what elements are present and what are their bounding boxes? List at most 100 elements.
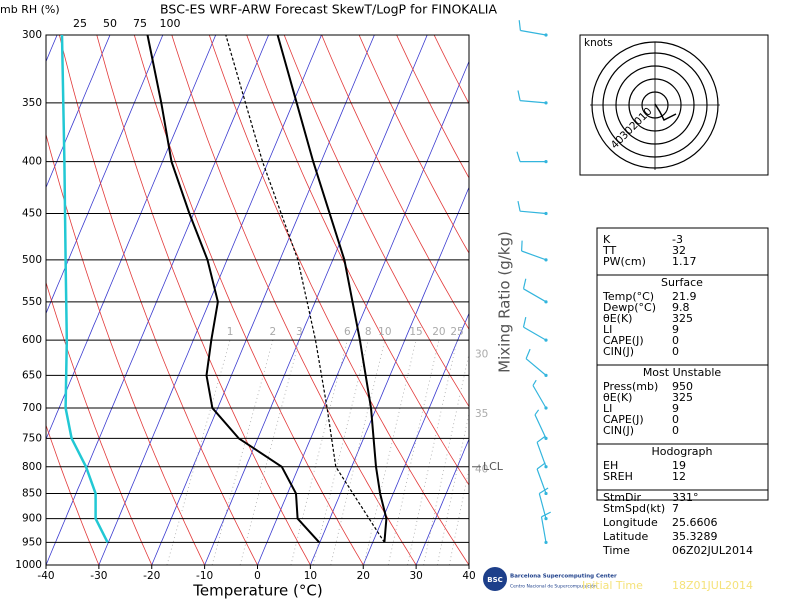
rh-tick-label: 100 [160, 17, 181, 30]
rh-tick-label: 50 [103, 17, 117, 30]
y-tick-label: 950 [22, 536, 42, 548]
dry-adiabat [46, 424, 100, 565]
stats-frame [596, 227, 769, 501]
info-label: Longitude [603, 516, 658, 529]
stats-label: SREH [603, 470, 633, 483]
bsc-logo: BSC Barcelona Supercomputing Center Cent… [483, 567, 617, 591]
init-time: 18Z01JUL2014 [672, 579, 753, 592]
stats-value: 331° [672, 491, 699, 504]
rh-tick-label: 75 [133, 17, 147, 30]
info-label: Latitude [603, 530, 649, 543]
mixing-ratio-label: 8 [365, 326, 372, 338]
x-tick-label: -40 [37, 570, 54, 582]
wind-station [544, 491, 548, 496]
dry-adiabat [509, 35, 800, 565]
info-value: 35.3289 [672, 530, 718, 543]
hodo-ring [602, 52, 708, 158]
x-tick-label: 40 [462, 570, 475, 582]
wind-station [544, 373, 548, 377]
x-tick-label: -10 [196, 570, 213, 582]
isotherm [46, 35, 164, 315]
wind-station [544, 338, 548, 342]
mixing-ratio-line [239, 339, 300, 565]
x-tick-label: 10 [304, 570, 317, 582]
mixing-ratio-label: 30 [475, 349, 488, 361]
y-tick-label: 750 [22, 432, 42, 444]
mixing-ratio-label: 35 [475, 408, 488, 420]
stats-label: CAPE(J) [603, 413, 644, 426]
logo-org: Barcelona Supercomputing Center [510, 574, 617, 580]
wind-station [544, 406, 548, 410]
x-tick-label: -30 [90, 570, 107, 582]
wind-barb [522, 278, 547, 303]
mixing-ratio-label: 3 [296, 326, 303, 338]
x-tick-label: 20 [357, 570, 370, 582]
wind-barb [518, 20, 547, 36]
y-tick-label: 650 [22, 369, 42, 381]
stats-label: CAPE(J) [603, 334, 644, 347]
stats-value: 9 [672, 402, 679, 415]
mixing-ratio-label: 10 [378, 326, 391, 338]
info-value: 06Z02JUL2014 [672, 544, 753, 557]
isotherm [46, 35, 269, 565]
dry-adiabat [321, 35, 469, 331]
wind-barb [522, 316, 547, 341]
wind-barb [516, 151, 547, 163]
stats-value: 19 [672, 459, 686, 472]
stats-section-title: Surface [661, 276, 703, 289]
y-tick-label: 850 [22, 487, 42, 499]
dry-adiabat [283, 35, 469, 408]
info-value: 25.6606 [672, 516, 718, 529]
hodo-title: knots [584, 37, 613, 49]
hodo-trace [654, 103, 677, 122]
stats-label: PW(cm) [603, 255, 646, 268]
wind-station [544, 211, 548, 216]
stats-value: 950 [672, 380, 693, 393]
x-axis-label: Temperature (°C) [192, 582, 322, 600]
stats-value: 325 [672, 312, 693, 325]
mixing-ratio-line [363, 340, 417, 565]
hodograph-frame [579, 34, 769, 176]
wind-barb [536, 435, 547, 467]
isotherm [362, 312, 469, 565]
stats-value: -3 [672, 233, 683, 246]
stats-label: CIN(J) [603, 345, 634, 358]
stats-label: Press(mb) [603, 380, 658, 393]
wind-barb [517, 200, 547, 215]
isotherm [0, 35, 4, 565]
stats-value: 0 [672, 345, 679, 358]
dry-adiabat [208, 35, 469, 565]
wind-station [544, 300, 548, 304]
wind-station [544, 258, 548, 262]
dry-adiabat [771, 35, 800, 565]
mixing-ratio-label: 25 [450, 326, 463, 338]
init-label: Initial Time [582, 579, 643, 592]
mixing-ratio-label: 1 [227, 326, 234, 338]
y-tick-label: 500 [22, 254, 42, 266]
wind-station [544, 101, 548, 105]
stats-section-title: Most Unstable [643, 366, 722, 379]
rh-tick-label: 25 [73, 17, 87, 30]
stats-value: 325 [672, 391, 693, 404]
stats-label: θE(K) [603, 391, 632, 404]
header-left: mb RH (%) [0, 3, 60, 16]
wind-barb [534, 409, 547, 439]
chart-title: BSC-ES WRF-ARW Forecast SkewT/LogP for F… [160, 2, 497, 17]
mixing-ratio-line [290, 339, 348, 565]
isotherm [415, 438, 469, 565]
stats-label: CIN(J) [603, 424, 634, 437]
y-tick-label: 350 [22, 97, 42, 109]
stats-value: 7 [672, 502, 679, 515]
mixing-ratio-line [312, 340, 369, 565]
y-tick-label: 400 [22, 156, 42, 168]
x-tick-label: -20 [143, 570, 160, 582]
stats-label: Temp(°C) [602, 290, 654, 303]
dry-adiabat [59, 35, 258, 565]
wind-barb [517, 90, 547, 104]
stats-label: EH [603, 459, 618, 472]
hodo-ring [615, 65, 695, 145]
wind-station [544, 33, 548, 37]
y-tick-label: 300 [22, 29, 42, 41]
stats-value: 32 [672, 244, 686, 257]
y-tick-label: 700 [22, 402, 42, 414]
